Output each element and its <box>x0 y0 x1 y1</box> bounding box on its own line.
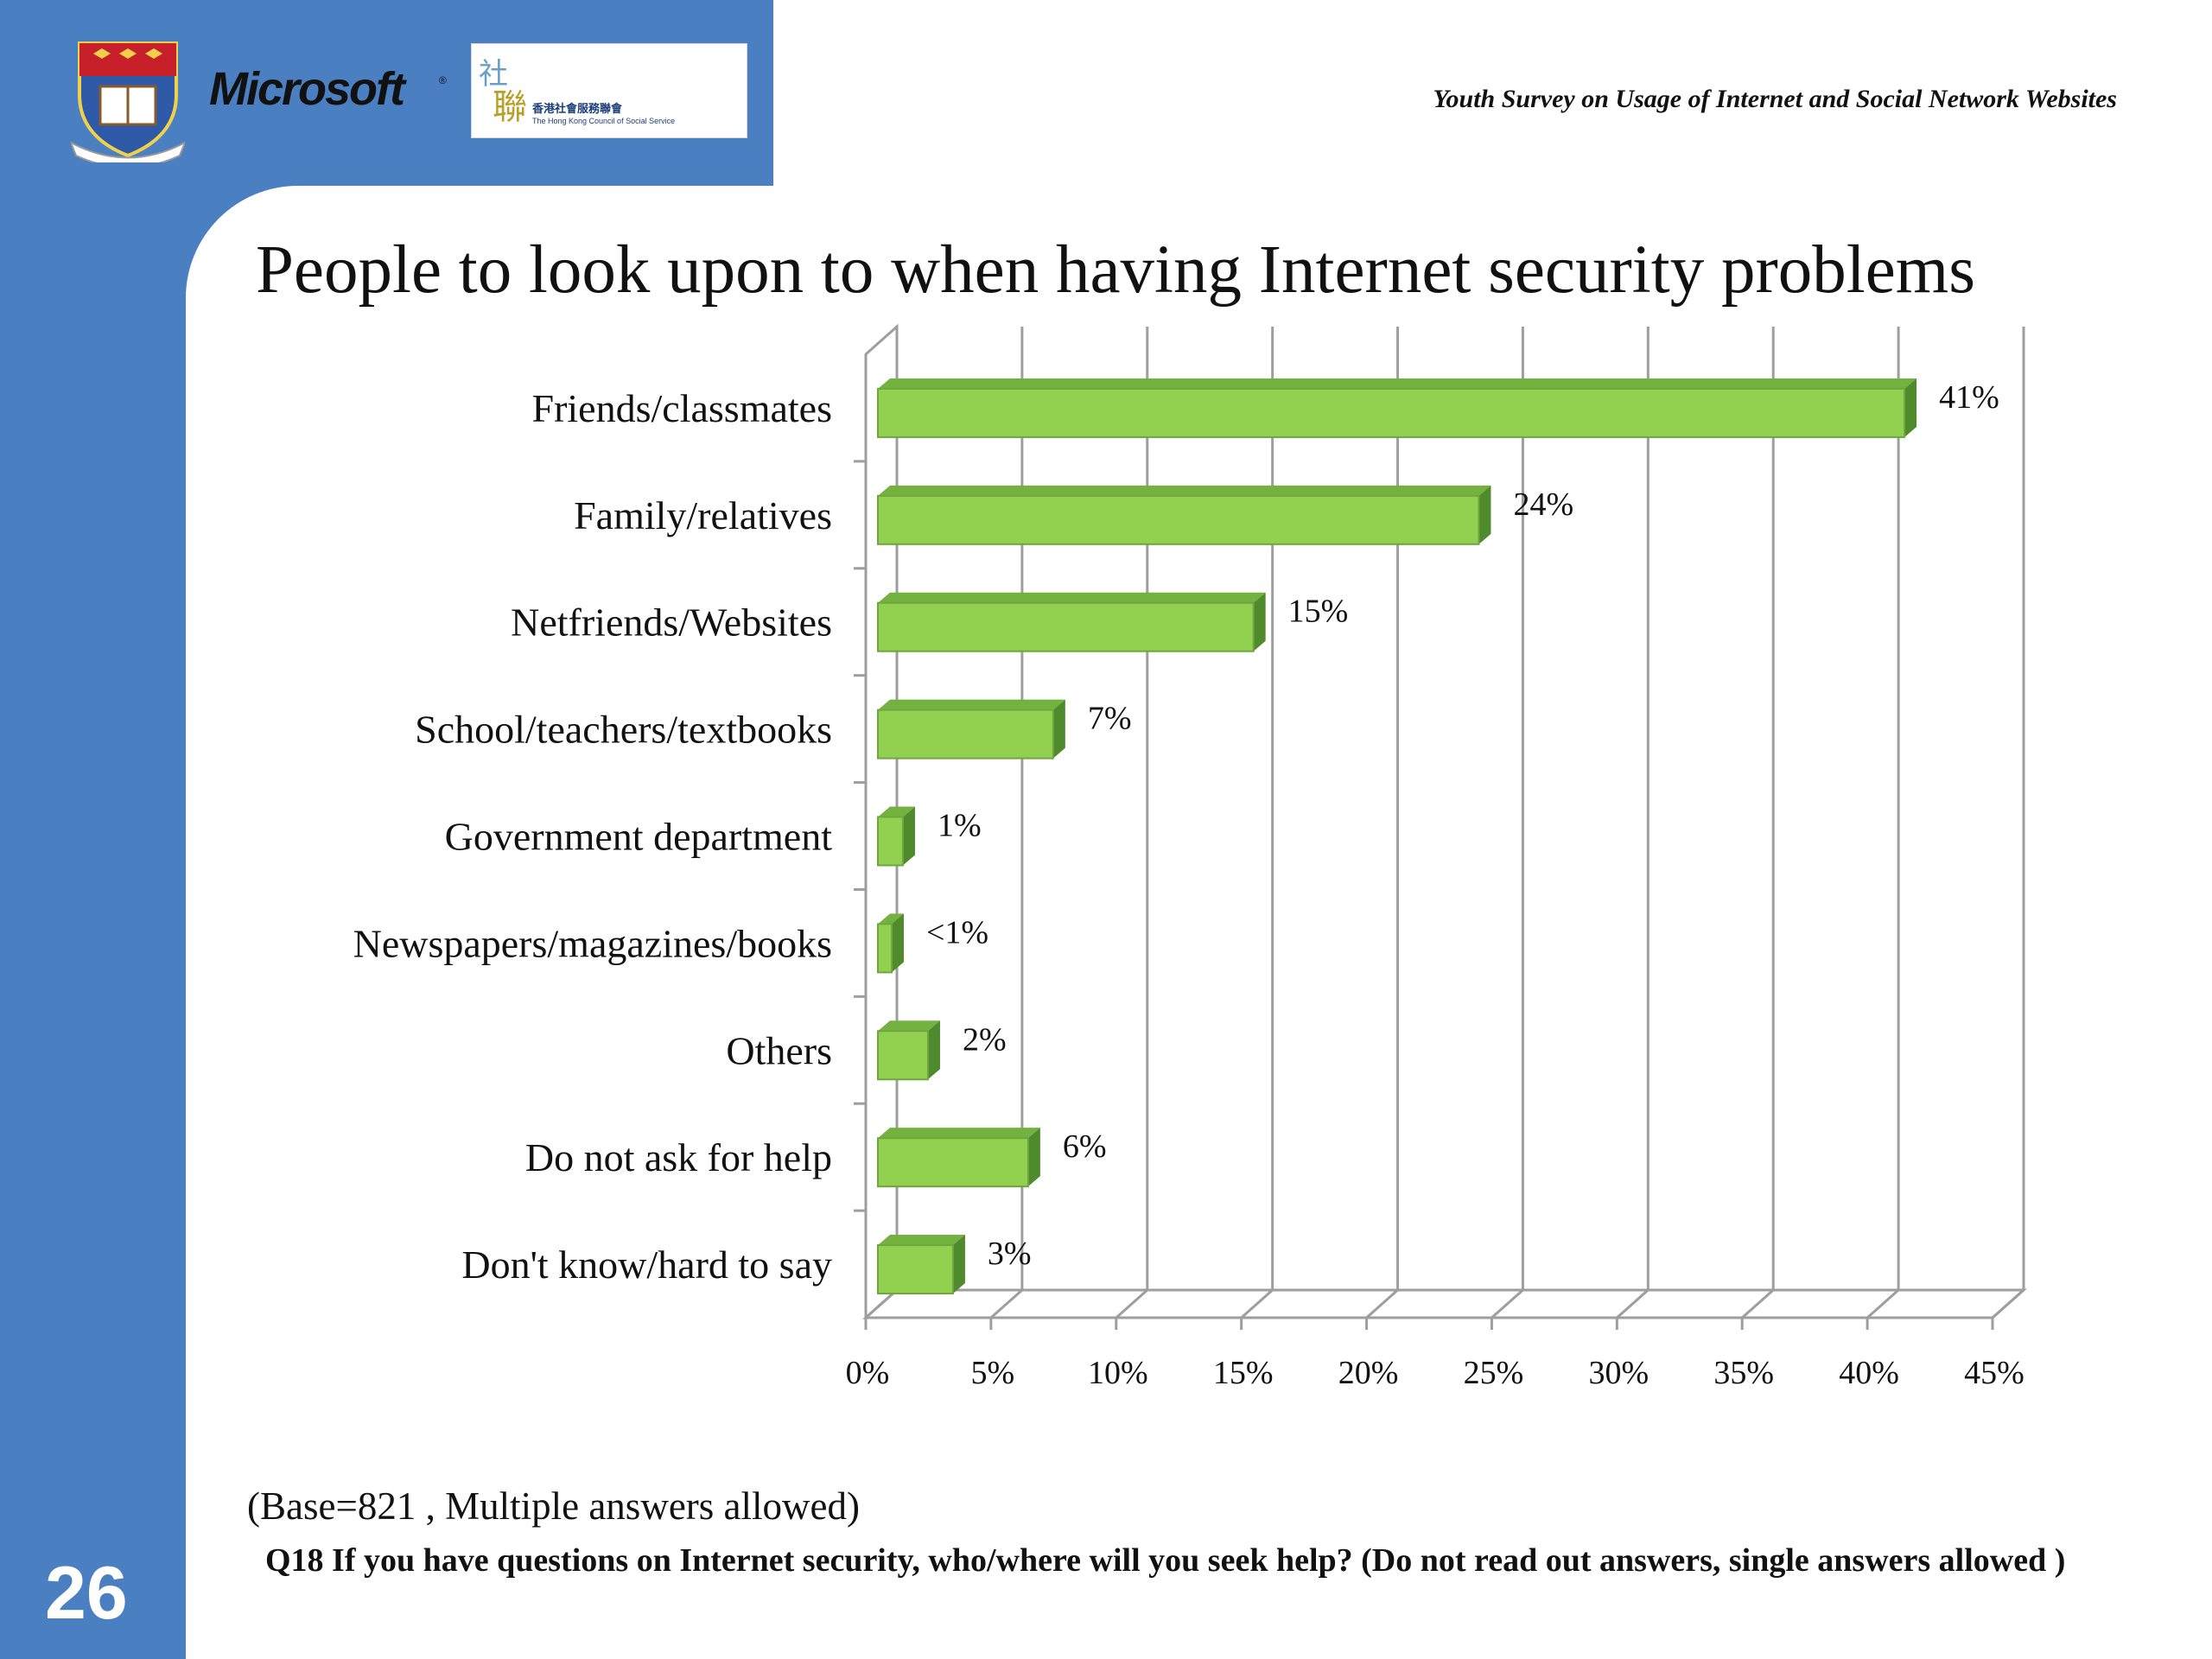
bar-top-3 <box>878 699 1065 710</box>
data-label-2: 15% <box>1288 594 1349 630</box>
bar-0 <box>877 387 1906 438</box>
bar-side-5 <box>892 913 904 973</box>
x-tick-label-1: 5% <box>971 1355 1015 1391</box>
microsoft-logo: Microsoft <box>209 63 405 115</box>
bar-2 <box>877 601 1255 652</box>
bar-1 <box>877 494 1480 545</box>
gridline-floor-1 <box>989 1288 1023 1319</box>
page-number: 26 <box>45 1552 128 1635</box>
category-label-7: Do not ask for help <box>525 1135 832 1179</box>
data-label-6: 2% <box>963 1021 1007 1058</box>
gridline-floor-9 <box>1992 1288 2024 1319</box>
gridline-floor-5 <box>1491 1288 1524 1319</box>
gridline-floor-4 <box>1365 1288 1399 1319</box>
hkcss-logo: 社 聯 香港社會服務聯會 The Hong Kong Council of So… <box>471 43 747 138</box>
data-label-7: 6% <box>1063 1128 1107 1165</box>
bar-side-3 <box>1052 699 1065 759</box>
bar-3 <box>877 709 1054 760</box>
x-tick-label-2: 10% <box>1088 1355 1148 1391</box>
x-tick-label-9: 45% <box>1964 1355 2024 1391</box>
bar-top-8 <box>878 1235 965 1246</box>
category-label-3: School/teachers/textbooks <box>415 708 832 752</box>
bar-side-1 <box>1478 485 1491 544</box>
corner-curve <box>186 186 298 298</box>
data-label-8: 3% <box>988 1236 1032 1272</box>
university-crest-logo <box>71 41 185 162</box>
x-tick-label-3: 15% <box>1213 1355 1274 1391</box>
bar-4 <box>877 816 904 867</box>
bar-side-6 <box>927 1020 940 1080</box>
bar-top-6 <box>878 1020 940 1032</box>
bar-side-0 <box>1904 378 1917 437</box>
bar-side-2 <box>1253 592 1266 652</box>
category-label-5: Newspapers/magazines/books <box>353 921 832 965</box>
category-label-6: Others <box>726 1028 832 1072</box>
bar-5 <box>877 923 893 974</box>
trademark-mark: ® <box>439 74 447 86</box>
survey-title: Youth Survey on Usage of Internet and So… <box>1433 85 2117 113</box>
gridline-floor-6 <box>1616 1288 1649 1319</box>
data-label-3: 7% <box>1088 701 1132 737</box>
bar-7 <box>877 1137 1029 1188</box>
base-note: (Base=821 , Multiple answers allowed) <box>247 1484 860 1528</box>
hkcss-mark-icon: 社 聯 <box>479 57 527 127</box>
data-label-5: <1% <box>926 914 988 950</box>
page-title: People to look upon to when having Inter… <box>256 232 1975 308</box>
category-label-2: Netfriends/Websites <box>511 601 832 645</box>
x-tick-label-5: 25% <box>1464 1355 1524 1391</box>
x-tick-label-0: 0% <box>846 1355 890 1391</box>
chart-floor <box>862 1288 2027 1319</box>
hkcss-mark-glyph-1: 社 <box>479 57 508 92</box>
bar-top-2 <box>878 592 1266 603</box>
category-label-8: Don't know/hard to say <box>461 1243 832 1287</box>
bar-6 <box>877 1030 929 1081</box>
gridline-floor-0 <box>865 1288 898 1319</box>
category-label-1: Family/relatives <box>574 493 832 537</box>
hkcss-chinese-name: 香港社會服務聯會 <box>532 103 623 116</box>
bar-top-0 <box>878 378 1917 389</box>
bar-top-4 <box>878 806 915 817</box>
bar-side-4 <box>902 806 915 866</box>
x-tick-label-8: 40% <box>1839 1355 1899 1391</box>
hkcss-mark-glyph-2: 聯 <box>493 87 527 127</box>
bar-side-8 <box>952 1235 965 1294</box>
bar-side-7 <box>1027 1128 1040 1187</box>
x-tick-label-7: 35% <box>1713 1355 1774 1391</box>
gridline-floor-2 <box>1115 1288 1148 1319</box>
x-tick-label-6: 30% <box>1589 1355 1649 1391</box>
category-label-0: Friends/classmates <box>532 386 833 430</box>
gridline-floor-8 <box>1866 1288 1900 1319</box>
category-label-4: Government department <box>445 815 833 859</box>
bar-8 <box>877 1244 954 1295</box>
bar-top-1 <box>878 485 1491 496</box>
question-text: Q18 If you have questions on Internet se… <box>265 1542 2066 1579</box>
gridline-floor-7 <box>1741 1288 1775 1319</box>
data-label-1: 24% <box>1513 486 1573 523</box>
bar-top-5 <box>878 913 904 925</box>
data-label-4: 1% <box>938 808 982 844</box>
gridline-floor-3 <box>1240 1288 1274 1319</box>
x-tick-label-4: 20% <box>1338 1355 1399 1391</box>
data-label-0: 41% <box>1939 379 1999 416</box>
bar-top-7 <box>878 1128 1040 1139</box>
left-blue-sidebar <box>0 0 186 1659</box>
hkcss-english-name: The Hong Kong Council of Social Service <box>532 117 676 125</box>
